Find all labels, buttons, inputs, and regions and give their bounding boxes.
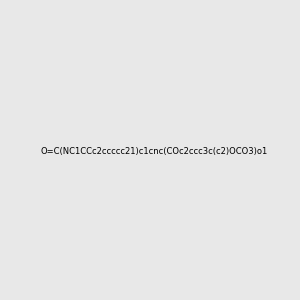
Text: O=C(NC1CCc2ccccc21)c1cnc(COc2ccc3c(c2)OCO3)o1: O=C(NC1CCc2ccccc21)c1cnc(COc2ccc3c(c2)OC… (40, 147, 267, 156)
